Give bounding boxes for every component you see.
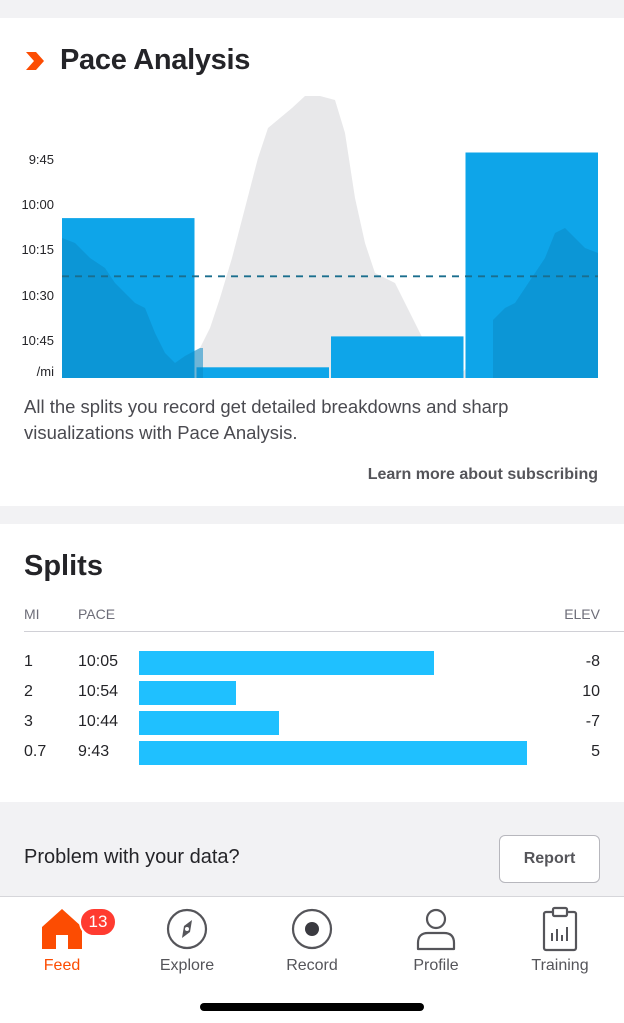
tab-label: Record: [286, 957, 338, 974]
y-tick-label: 10:15: [21, 242, 54, 257]
split-pace: 9:43: [78, 743, 110, 760]
split-bar: [139, 651, 434, 675]
person-icon: [416, 908, 456, 951]
clipboard-chart-icon: [542, 906, 578, 952]
split-elev: 10: [582, 683, 600, 700]
split-bar: [139, 711, 279, 735]
splits-divider: [24, 631, 624, 632]
split-elev: -8: [585, 653, 600, 670]
y-axis-unit: /mi: [37, 364, 54, 378]
chevron-right-icon: [26, 51, 44, 70]
learn-more-link[interactable]: Learn more about subscribing: [367, 466, 598, 483]
tab-training[interactable]: Training: [498, 903, 622, 974]
home-icon: [42, 909, 82, 949]
tab-bar: Feed 13 Explore Record Profile: [0, 896, 624, 1023]
home-indicator: [200, 1003, 424, 1011]
pace-analysis-description: All the splits you record get detailed b…: [24, 396, 509, 443]
pace-chart: 9:45 10:00 10:15 10:30 10:45 /mi: [21, 96, 598, 378]
split-elev: 5: [591, 743, 600, 760]
pace-analysis-title: Pace Analysis: [60, 44, 251, 76]
tab-explore[interactable]: Explore: [125, 903, 249, 974]
tab-feed[interactable]: Feed: [0, 903, 124, 974]
split-row: 0.7 9:43 5: [0, 741, 624, 765]
split-pace: 10:54: [78, 683, 119, 700]
splits-title: Splits: [24, 550, 103, 582]
elevation-overlay-last: [493, 228, 598, 378]
header-mi: MI: [24, 606, 40, 622]
compass-icon: [166, 908, 208, 950]
split-row: 1 10:05 -8: [0, 651, 624, 675]
split-pace: 10:05: [78, 653, 119, 670]
split-mi: 1: [24, 653, 33, 670]
tab-label: Explore: [159, 957, 215, 974]
tab-label: Training: [531, 957, 589, 974]
pace-analysis-header: Pace Analysis: [24, 44, 250, 77]
tab-label: Feed: [43, 957, 81, 974]
y-tick-label: 10:00: [21, 197, 54, 212]
pace-bar: [196, 367, 329, 378]
header-pace: PACE: [78, 606, 116, 622]
y-tick-label: 10:30: [21, 288, 54, 303]
report-button[interactable]: Report: [499, 835, 600, 883]
tab-profile[interactable]: Profile: [374, 903, 498, 974]
elevation-area: [62, 96, 598, 378]
split-mi: 3: [24, 713, 33, 730]
splits-card: Splits MI PACE ELEV 1 10:05 -8 2 10:54 1…: [0, 524, 624, 802]
notification-badge: 13: [79, 907, 117, 937]
pace-bar: [331, 336, 464, 378]
problem-text: Problem with your data?: [24, 846, 240, 868]
split-mi: 2: [24, 683, 33, 700]
split-mi: 0.7: [24, 743, 47, 760]
y-tick-label: 9:45: [29, 152, 54, 167]
split-bar: [139, 681, 236, 705]
split-row: 3 10:44 -7: [0, 711, 624, 735]
split-elev: -7: [585, 713, 600, 730]
header-elev: ELEV: [564, 606, 600, 622]
elevation-overlay: [62, 238, 203, 378]
tab-record[interactable]: Record: [250, 903, 374, 974]
pace-analysis-card: Pace Analysis 9:45 10:00 10:15 10:30 10:…: [0, 18, 624, 506]
record-icon: [291, 908, 333, 950]
tab-label: Profile: [413, 957, 459, 974]
top-strip: [0, 0, 624, 18]
split-pace: 10:44: [78, 713, 119, 730]
y-tick-label: 10:45: [21, 333, 54, 348]
split-bar: [139, 741, 527, 765]
split-row: 2 10:54 10: [0, 681, 624, 705]
